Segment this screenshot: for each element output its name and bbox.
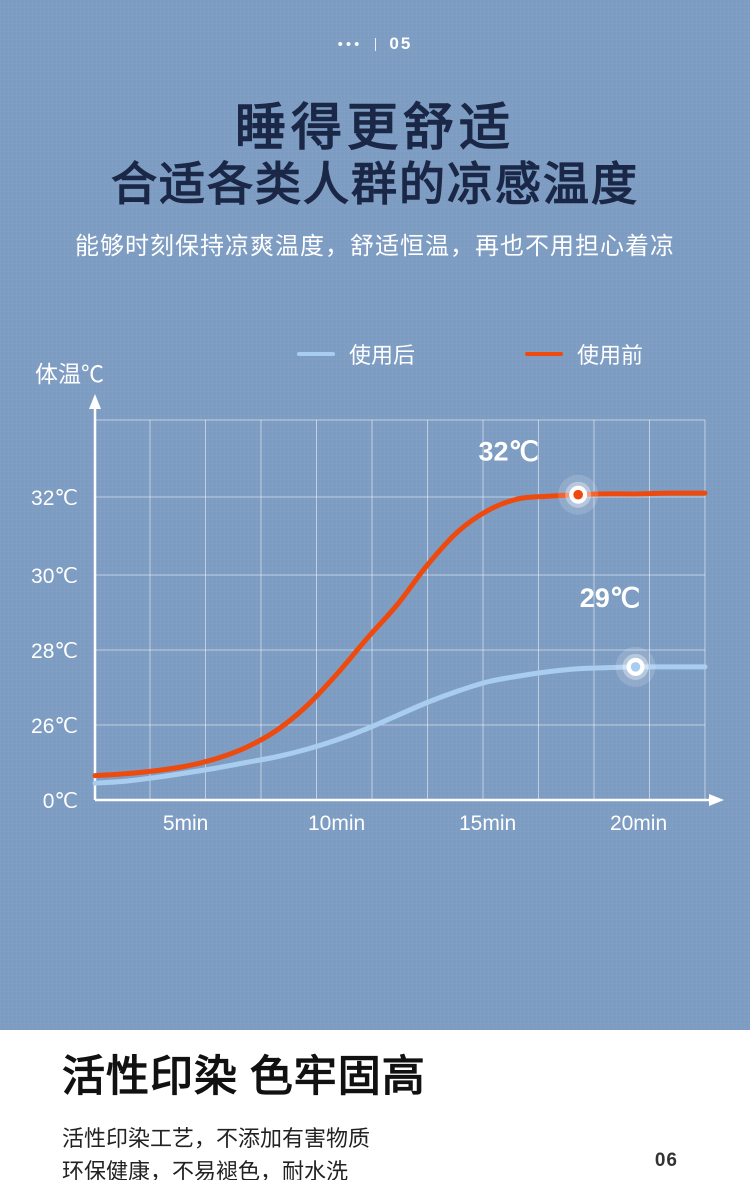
pager-dots-icon: •••	[337, 35, 363, 53]
legend-item-after-use: 使用后	[296, 338, 415, 370]
temperature-chart: 32℃ 30℃ 28℃ 26℃ 0℃ 5min 10min 15min 20min 29℃ 32℃	[31, 394, 724, 835]
legend-label-before-use: 使用前	[577, 343, 644, 368]
svg-text:26℃: 26℃	[31, 715, 78, 738]
chart-legend: 使用后 使用前	[95, 338, 750, 370]
legend-line-swatch-blue	[296, 352, 335, 356]
svg-text:20min: 20min	[610, 812, 667, 835]
legend-item-before-use: 使用前	[525, 338, 643, 370]
section-heading: 活性印染 色牢固高	[62, 1054, 426, 1101]
svg-text:15min: 15min	[459, 812, 516, 835]
bottom-page-number: 06	[654, 1150, 678, 1171]
svg-text:10min: 10min	[308, 812, 365, 835]
y-axis-title: 体温℃	[35, 361, 104, 387]
svg-text:32℃: 32℃	[479, 436, 539, 466]
svg-text:32℃: 32℃	[31, 487, 78, 510]
svg-text:30℃: 30℃	[31, 565, 78, 588]
svg-text:5min: 5min	[163, 812, 209, 835]
page-title-line1: 睡得更舒适	[234, 101, 515, 157]
page-subtitle: 能够时刻保持凉爽温度，舒适恒温，再也不用担心着凉	[75, 233, 675, 260]
svg-text:29℃: 29℃	[580, 583, 640, 613]
section-body-line1: 活性印染工艺，不添加有害物质	[62, 1126, 371, 1151]
page-title-line2: 合适各类人群的凉感温度	[111, 159, 639, 210]
pager-divider	[375, 37, 377, 51]
section-body-line2: 环保健康，不易褪色，耐水洗	[62, 1159, 349, 1180]
svg-text:0℃: 0℃	[43, 790, 78, 813]
section-body: 活性印染工艺，不添加有害物质 环保健康，不易褪色，耐水洗	[62, 1122, 370, 1180]
svg-text:28℃: 28℃	[31, 640, 78, 663]
pager: ••• 05	[0, 34, 750, 54]
legend-line-swatch-orange	[525, 352, 563, 356]
legend-label-after-use: 使用后	[348, 343, 415, 368]
pager-number: 05	[389, 34, 413, 53]
bottom-panel: 活性印染 色牢固高 活性印染工艺，不添加有害物质 环保健康，不易褪色，耐水洗 0…	[0, 1030, 750, 1180]
